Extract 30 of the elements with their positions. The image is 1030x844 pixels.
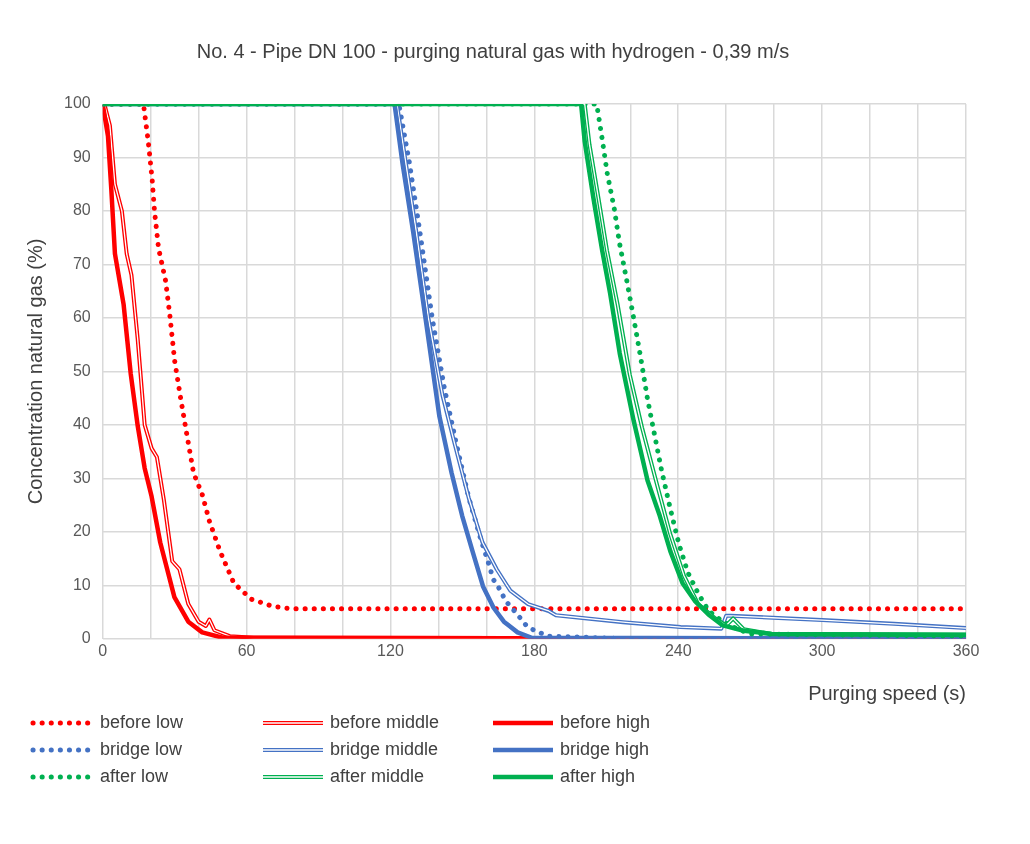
chart-title: No. 4 - Pipe DN 100 - purging natural gas with hydrogen - 0,39 m/s [196, 39, 790, 62]
y-tick-label: 0 [81, 629, 91, 647]
y-tick-label: 80 [72, 201, 91, 219]
legend-label: before low [100, 712, 184, 733]
y-tick-label: 90 [72, 147, 91, 165]
y-tick-label: 20 [72, 522, 91, 540]
legend-label: before middle [330, 712, 440, 733]
x-tick-label: 360 [952, 641, 980, 659]
legend-label: after middle [330, 766, 425, 787]
legend-label: before high [560, 712, 651, 733]
legend-label: after high [560, 766, 636, 787]
y-tick-label: 50 [72, 361, 91, 379]
x-axis-title: Purging speed (s) [808, 681, 966, 704]
y-tick-label: 40 [72, 415, 91, 433]
x-tick-label: 0 [98, 641, 108, 659]
y-tick-label: 70 [72, 254, 91, 272]
legend-label: bridge low [100, 739, 183, 760]
legend-label: after low [100, 766, 169, 787]
x-tick-label: 240 [664, 641, 692, 659]
x-tick-label: 120 [377, 641, 404, 659]
x-tick-label: 300 [808, 641, 836, 659]
y-tick-label: 100 [63, 94, 91, 112]
x-tick-label: 180 [521, 641, 548, 659]
y-axis-title: Concentration natural gas (%) [23, 238, 46, 505]
legend-label: bridge middle [330, 739, 439, 760]
y-tick-label: 30 [72, 468, 91, 486]
legend-label: bridge high [560, 739, 650, 760]
y-tick-label: 60 [72, 308, 91, 326]
x-tick-label: 60 [237, 641, 256, 659]
y-tick-label: 10 [72, 575, 91, 593]
